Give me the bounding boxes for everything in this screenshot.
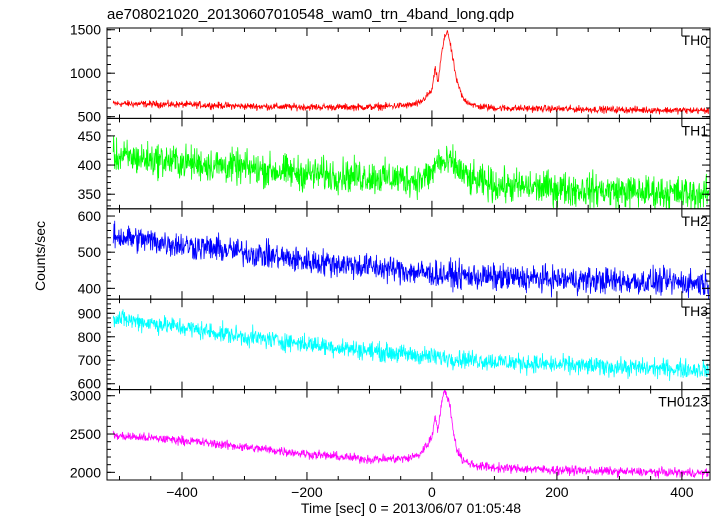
panel-frame bbox=[106, 298, 711, 391]
panel-label-th2: TH2 bbox=[682, 213, 709, 229]
panels-layer: 500 1000 1500 TH0 350 400 450 TH1 400 500 600 TH2 60… bbox=[70, 22, 711, 481]
x-axis-label: Time [sec] 0 = 2013/06/07 01:05:48 bbox=[301, 500, 521, 516]
y-tick-label: 2000 bbox=[70, 464, 101, 480]
x-tick-label: −400 bbox=[166, 484, 198, 500]
series-line-th1 bbox=[112, 135, 709, 209]
y-tick-label: 900 bbox=[78, 305, 102, 321]
y-tick-label: 350 bbox=[78, 186, 102, 202]
panel-label-th3: TH3 bbox=[682, 303, 709, 319]
y-axis-label: Counts/sec bbox=[32, 221, 48, 291]
chart-title: ae708021020_20130607010548_wam0_trn_4ban… bbox=[107, 6, 514, 23]
x-tick-label: 0 bbox=[428, 484, 436, 500]
y-tick-label: 600 bbox=[78, 208, 102, 224]
x-tick-labels: −400 −200 0 200 400 bbox=[166, 484, 694, 500]
y-tick-label: 400 bbox=[78, 157, 102, 173]
panel-label-th1: TH1 bbox=[682, 122, 709, 138]
y-tick-label: 800 bbox=[78, 329, 102, 345]
panel-frame bbox=[106, 389, 711, 481]
series-line-th2 bbox=[112, 220, 709, 300]
panel-label-th0: TH0 bbox=[682, 32, 709, 48]
y-tick-label: 3000 bbox=[70, 388, 101, 404]
y-tick-label: 450 bbox=[78, 128, 102, 144]
x-tick-label: 400 bbox=[670, 484, 694, 500]
panel-th1: 350 400 450 TH1 bbox=[78, 117, 711, 210]
panel-th0123: 2000 2500 3000 TH0123 bbox=[70, 388, 711, 481]
y-tick-label: 500 bbox=[78, 244, 102, 260]
panel-th2: 400 500 600 TH2 bbox=[78, 208, 711, 300]
series-line-th3 bbox=[112, 309, 709, 381]
panel-th3: 600 700 800 900 TH3 bbox=[78, 298, 711, 392]
panel-th0: 500 1000 1500 TH0 bbox=[70, 22, 711, 125]
y-tick-label: 500 bbox=[78, 109, 102, 125]
y-tick-label: 2500 bbox=[70, 426, 101, 442]
y-tick-label: 400 bbox=[78, 280, 102, 296]
y-tick-label: 1500 bbox=[70, 22, 101, 38]
y-tick-label: 700 bbox=[78, 352, 102, 368]
y-tick-label: 600 bbox=[78, 376, 102, 392]
series-line-th0123 bbox=[112, 389, 709, 480]
x-tick-label: −200 bbox=[291, 484, 323, 500]
series-line-th0 bbox=[112, 30, 709, 115]
y-tick-label: 1000 bbox=[70, 65, 101, 81]
x-tick-label: 200 bbox=[545, 484, 569, 500]
panel-label-th0123: TH0123 bbox=[658, 394, 708, 410]
